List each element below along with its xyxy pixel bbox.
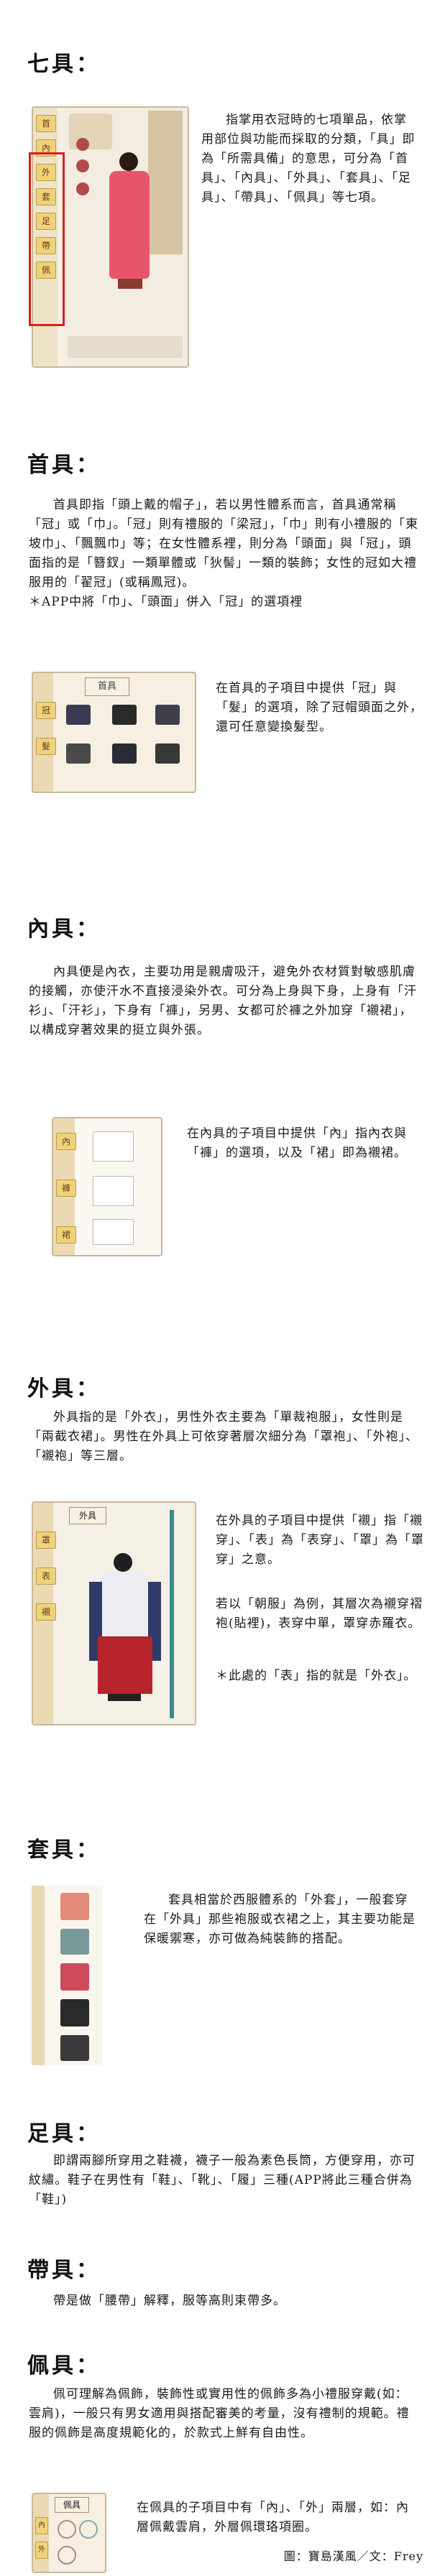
section-title-peiju: 佩具： (27, 2353, 101, 2378)
item-thumb[interactable] (60, 2035, 89, 2061)
highlight-box (29, 152, 65, 326)
neiju-caption: 在內具的子項目中提供「內」指內衣與「褲」的選項，以及「裙」即為襯裙。 (187, 1126, 407, 1160)
tab-zu[interactable]: 足 (36, 213, 56, 230)
shouju-caption: 在首具的子項目中提供「冠」與「髮」的選項，除了冠帽頭面之外，還可任意變換髮型。 (216, 681, 423, 734)
credit: 圖：寶島漢風／文：Frey (283, 2549, 423, 2563)
section-title-neiju: 內具： (27, 917, 101, 942)
peiju-caption: 在佩具的子項目中有「內」、「外」兩層，如：內層佩戴雲肩，外層佩環珞項圈。 (137, 2501, 409, 2534)
tab-nei[interactable]: 內 (35, 2517, 48, 2534)
peiju-body: 佩可理解為佩飾，裝飾性或實用性的佩飾多為小禮服穿戴(如：雲肩)，一般只有男女適用… (29, 2387, 410, 2440)
circle-icon[interactable] (76, 159, 89, 172)
tab-biao[interactable]: 表 (36, 1567, 56, 1585)
item-thumb[interactable] (155, 743, 180, 764)
shouju-app-screenshot: 首具 冠 髮 (32, 672, 196, 793)
item-thumb[interactable] (60, 1963, 89, 1991)
item-thumb[interactable] (112, 705, 137, 725)
tab-shou[interactable]: 首 (36, 115, 56, 132)
zuju-body: 即謂兩腳所穿用之鞋襪，襪子一般為素色長筒，方便穿用，亦可紋繡。鞋子在男性有「鞋」… (29, 2154, 416, 2207)
section-title-taoju: 套具： (27, 1838, 101, 1863)
item-thumb[interactable] (60, 1929, 89, 1955)
panel-title: 佩具 (55, 2497, 89, 2513)
shouju-body: 首具即指「頭上戴的帽子」，若以男性體系而言，首具通常稱「冠」或「巾」。「冠」則有… (29, 498, 418, 609)
section-title-daiju: 帶具： (27, 2258, 101, 2283)
figure-robe (109, 171, 150, 279)
tab-wai[interactable]: 外 (36, 164, 56, 181)
waiju-caption-3: ＊此處的「表」指的就是「外衣」。 (216, 1669, 417, 1683)
waiju-caption-2: 若以「朝服」為例，其層次為襯穿褶袍(貼裡)，表穿中單，罩穿赤羅衣。 (216, 1597, 423, 1631)
neiju-app-screenshot: 內 褲 裙 (52, 1117, 162, 1256)
item-thumb[interactable] (60, 1893, 89, 1920)
panel-title: 首具 (85, 677, 129, 696)
item-thumb[interactable] (112, 743, 137, 764)
neiju-body: 內具便是內衣，主要功用是親膚吸汗，避免外衣材質對敏感肌膚的接觸，亦使汗水不直接浸… (29, 965, 417, 1037)
peiju-app-screenshot: 佩具 內 外 (32, 2493, 106, 2573)
tab-guan[interactable]: 冠 (36, 702, 56, 719)
figure-skirt (98, 1636, 152, 1694)
item-thumb[interactable] (58, 2520, 76, 2539)
item-thumb[interactable] (60, 1999, 89, 2026)
tab-fa[interactable]: 髮 (36, 738, 56, 755)
panel-title: 外具 (69, 1507, 106, 1524)
tab-wai[interactable]: 外 (35, 2542, 48, 2559)
figure-head (114, 1553, 132, 1572)
tab-chen[interactable]: 襯 (36, 1603, 56, 1621)
tab-dai[interactable]: 帶 (36, 237, 56, 254)
tab-ku[interactable]: 褲 (56, 1180, 76, 1197)
waiju-body: 外具指的是「外衣」，男性外衣主要為「單裁袍服」，女性則是「兩截衣裙」。男性在外具… (29, 1410, 418, 1463)
daiju-body: 帶是做「腰帶」解釋，服等高則束帶多。 (53, 2294, 286, 2308)
qiju-body: 指掌用衣冠時的七項單品，依掌用部位與功能而採取的分類，「具」即為「所需具備」的意… (201, 113, 416, 205)
item-thumb[interactable] (93, 1131, 134, 1162)
section-title-qiju: 七具： (27, 52, 101, 77)
section-title-shouju: 首具： (27, 453, 101, 478)
figure-head (119, 152, 138, 171)
tab-pei[interactable]: 佩 (36, 261, 56, 279)
item-thumb[interactable] (58, 2546, 76, 2565)
item-thumb[interactable] (79, 2520, 98, 2539)
item-thumb[interactable] (66, 705, 91, 725)
section-title-zuju: 足具： (27, 2121, 101, 2146)
qiju-app-screenshot: 首 內 外 套 足 帶 佩 (32, 106, 189, 368)
waiju-app-screenshot: 外具 罩 表 襯 (32, 1501, 196, 1725)
tab-nei[interactable]: 內 (56, 1133, 76, 1150)
taoju-body: 套具相當於西服體系的「外套」，一般套穿在「外具」那些袍服或衣裙之上，其主要功能是… (144, 1893, 416, 1946)
taoju-app-screenshot (32, 1886, 102, 2065)
tab-zhao[interactable]: 罩 (36, 1532, 56, 1549)
item-thumb[interactable] (93, 1219, 134, 1245)
circle-icon[interactable] (76, 138, 89, 151)
tab-tao[interactable]: 套 (36, 188, 56, 205)
item-thumb[interactable] (66, 743, 91, 764)
section-title-waiju: 外具： (27, 1376, 101, 1401)
item-thumb[interactable] (155, 705, 180, 725)
item-thumb[interactable] (93, 1176, 134, 1206)
waiju-caption-1: 在外具的子項目中提供「襯」指「襯穿」、「表」為「表穿」、「罩」為「罩穿」之意。 (216, 1514, 424, 1567)
figure-robe (99, 1572, 150, 1636)
tab-qun[interactable]: 裙 (56, 1226, 76, 1243)
circle-icon[interactable] (76, 182, 89, 195)
